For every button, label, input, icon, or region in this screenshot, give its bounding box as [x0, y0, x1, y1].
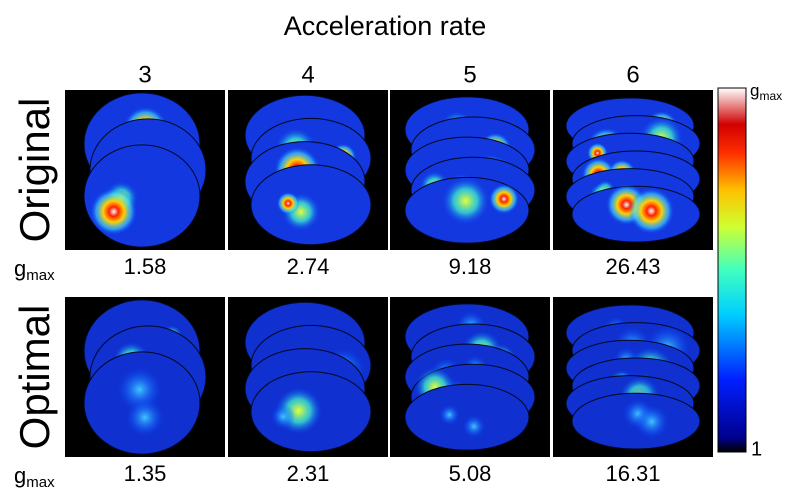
row-label: Optimal	[11, 305, 58, 450]
column-label: 4	[301, 61, 314, 88]
hotspot	[489, 184, 519, 214]
column-label: 5	[463, 61, 476, 88]
hotspot	[90, 188, 137, 235]
g-factor-map	[390, 90, 550, 250]
gmax-label: gmax	[14, 463, 55, 489]
map-content	[65, 297, 225, 457]
g-factor-map	[228, 90, 388, 250]
gmax-sub: max	[26, 267, 55, 284]
gmax-value: 9.18	[449, 254, 492, 279]
map-content	[228, 297, 388, 457]
row-label: Original	[11, 98, 58, 243]
column-label: 6	[626, 61, 639, 88]
hotspot	[628, 188, 674, 234]
colorbar-bottom-label: 1	[751, 438, 762, 460]
g-factor-map	[65, 90, 225, 250]
colorbar-top-label: gmax	[750, 81, 782, 103]
colorbar-top-main: g	[750, 81, 759, 100]
map-content	[228, 90, 388, 250]
figure: Acceleration rate gmax 1 3456Originalgma…	[0, 0, 802, 489]
hotspot	[277, 192, 300, 215]
gmax-sub: max	[26, 474, 55, 489]
gmax-value: 2.74	[287, 254, 330, 279]
g-factor-map	[553, 90, 713, 250]
gmax-value: 26.43	[605, 254, 660, 279]
map-content	[390, 90, 550, 250]
gmax-value: 5.08	[449, 461, 492, 486]
hotspot	[271, 404, 296, 429]
gmax-label: gmax	[14, 256, 55, 284]
gmax-value: 2.31	[287, 461, 330, 486]
g-factor-map	[65, 297, 225, 457]
hotspot	[125, 398, 164, 437]
map-content	[390, 297, 550, 457]
colorbar-top-sub: max	[759, 89, 782, 103]
hotspot	[463, 415, 486, 438]
map-content	[553, 90, 713, 250]
colorbar	[718, 88, 746, 452]
column-label: 3	[138, 61, 151, 88]
hotspot	[634, 404, 669, 439]
gmax-value: 1.58	[124, 254, 167, 279]
gmax-value: 1.35	[124, 461, 167, 486]
gmax-value: 16.31	[605, 461, 660, 486]
slice	[405, 384, 529, 450]
map-content	[553, 297, 713, 457]
g-factor-map	[553, 297, 713, 457]
gmax-main: g	[14, 463, 26, 488]
hotspot	[442, 177, 490, 225]
title: Acceleration rate	[284, 11, 487, 41]
g-factor-map	[228, 297, 388, 457]
map-content	[65, 90, 225, 250]
g-factor-map	[390, 297, 550, 457]
hotspot	[439, 404, 460, 425]
gmax-main: g	[14, 256, 26, 281]
